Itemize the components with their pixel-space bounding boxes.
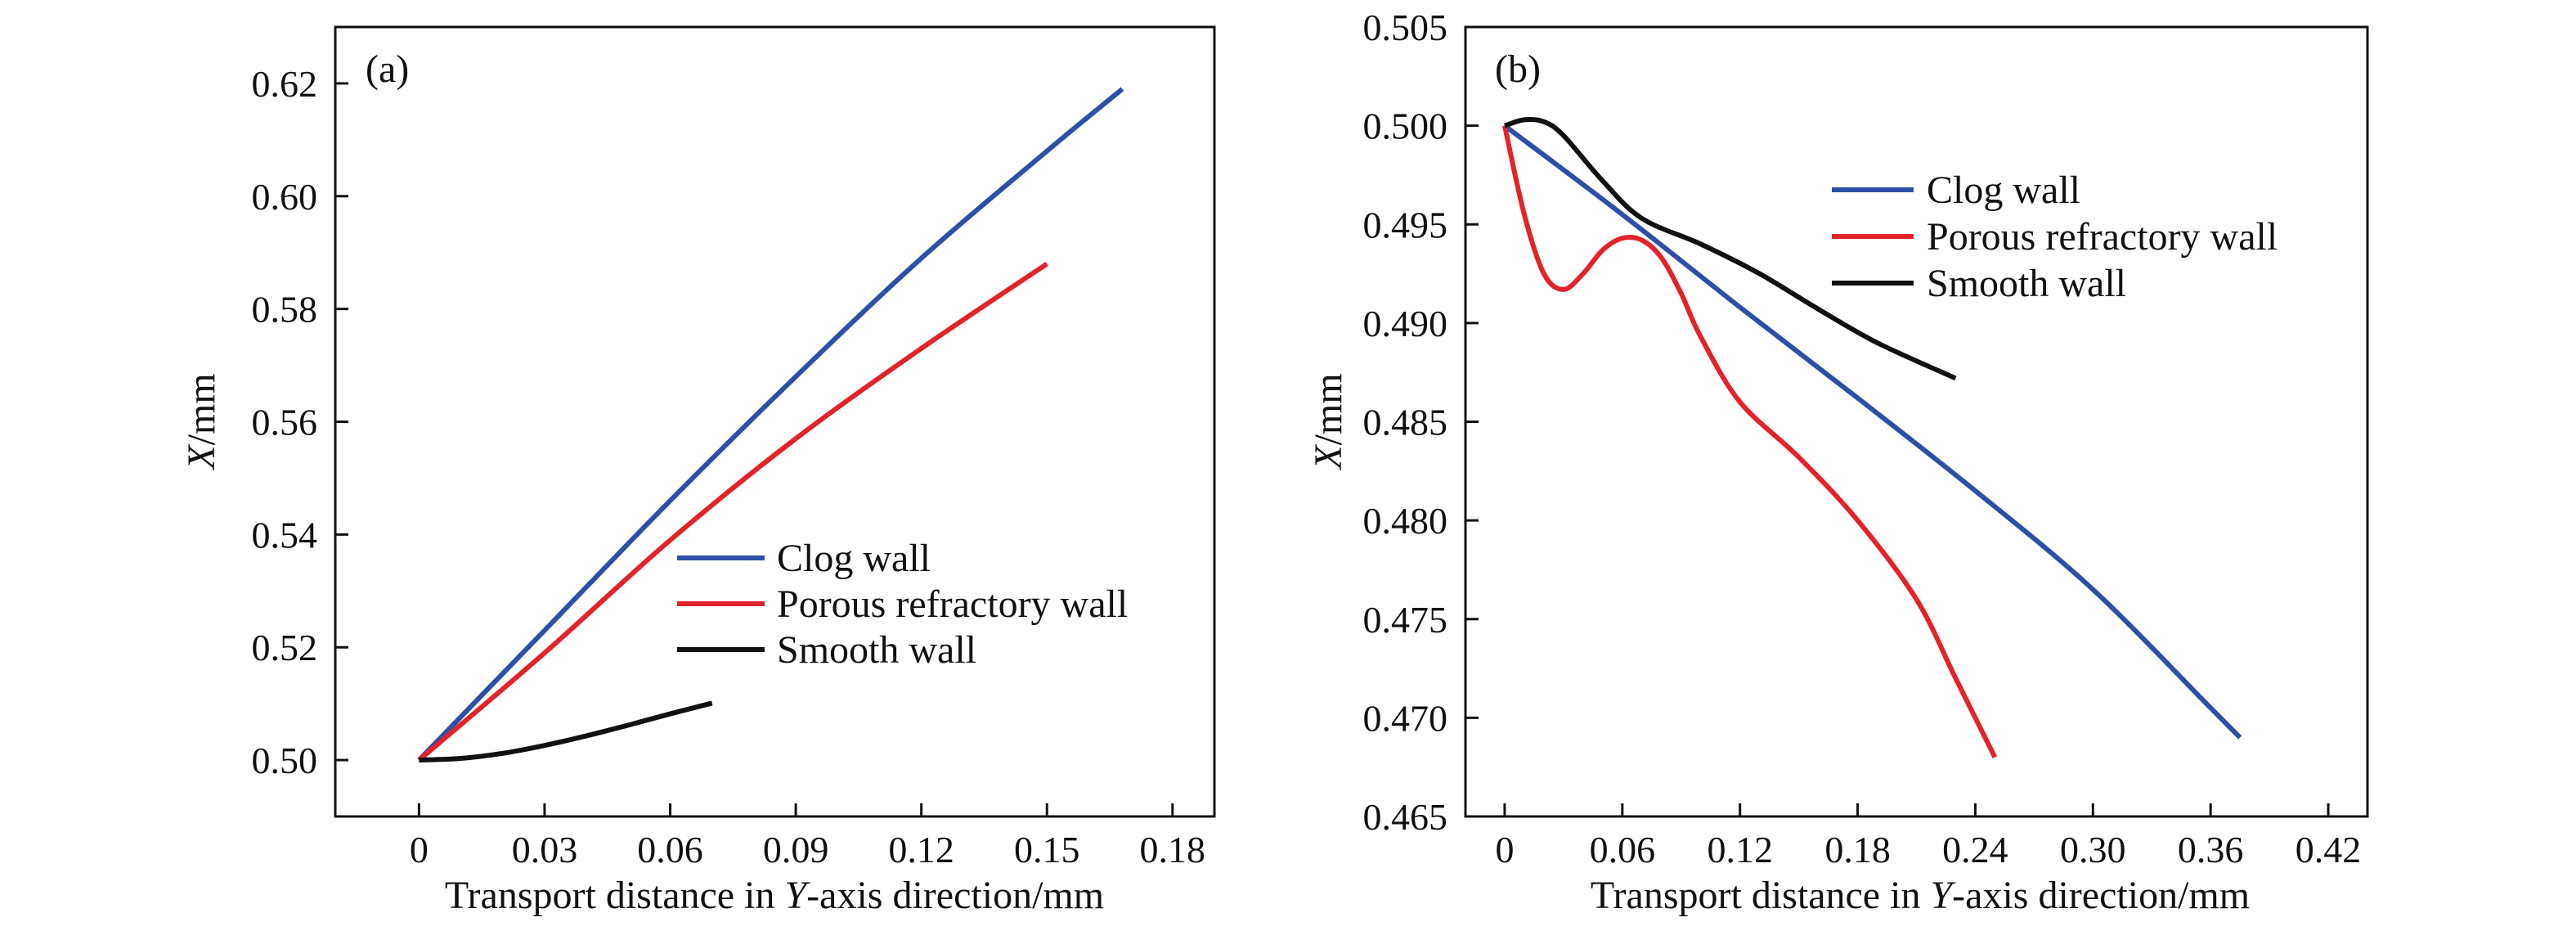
y-tick-label: 0.54	[252, 514, 318, 555]
x-axis-label: Transport distance in Y-axis direction/m…	[445, 874, 1104, 917]
x-tick-label: 0.15	[1014, 829, 1080, 870]
y-axis-label-part: /mm	[1307, 373, 1350, 445]
y-tick-label: 0.485	[1363, 402, 1448, 443]
chart-panel-a: 0 0.03 0.06 0.09 0.12 0.15 0.18 0.50 0.52 0.54 0.5…	[180, 25, 1216, 917]
series-line-porous-refractory-wall	[1502, 124, 1998, 758]
legend-entry-label: Clog wall	[1927, 169, 2080, 212]
x-tick-label: 0.42	[2296, 829, 2362, 870]
x-tick-label: 0.36	[2178, 829, 2244, 870]
plot-frame	[334, 25, 1216, 818]
x-axis-label-part: Transport distance in	[1591, 874, 1931, 917]
x-tick-label: 0.30	[2060, 829, 2126, 870]
panel-label: (a)	[366, 47, 409, 91]
y-axis-label-part: X	[1307, 444, 1350, 471]
x-axis-label-part: Y	[1930, 874, 1955, 917]
y-tick-label: 0.52	[252, 627, 318, 668]
x-tick-label: 0.03	[512, 829, 578, 870]
y-axis-label: X/mm	[1307, 373, 1350, 470]
legend-entry-label: Porous refractory wall	[777, 582, 1128, 626]
y-tick-label: 0.62	[252, 63, 318, 105]
x-axis-label-part: Y	[784, 874, 810, 917]
y-tick-label: 0.58	[252, 289, 318, 331]
y-tick-label: 0.60	[252, 176, 318, 218]
x-tick-label: 0.12	[1707, 829, 1773, 870]
x-tick-label: 0.24	[1942, 829, 2008, 870]
legend-entry-label: Smooth wall	[1927, 262, 2126, 305]
y-tick-label: 0.475	[1363, 599, 1448, 641]
y-tick-label: 0.490	[1363, 303, 1448, 344]
y-tick-label: 0.480	[1363, 500, 1448, 542]
x-tick-label: 0	[1495, 829, 1514, 870]
x-tick-label: 0.06	[1590, 829, 1656, 870]
x-tick-label: 0.06	[637, 829, 703, 870]
chart-panel-b: 0 0.06 0.12 0.18 0.24 0.30 0.36 0.42 0.465 0.470 0…	[1307, 7, 2369, 917]
y-tick-label: 0.470	[1363, 697, 1448, 739]
y-tick-label: 0.50	[252, 740, 318, 781]
x-tick-label: 0.09	[763, 829, 829, 870]
legend-entry-label: Porous refractory wall	[1927, 215, 2278, 259]
series-line-porous-refractory-wall	[417, 262, 1048, 762]
series-line-clog-wall	[1503, 124, 2242, 740]
x-tick-label: 0.12	[888, 829, 954, 870]
y-axis-label-part: /mm	[180, 373, 223, 445]
series-line-smooth-wall	[419, 700, 713, 763]
x-tick-label: 0.18	[1140, 829, 1206, 870]
series-line-smooth-wall	[1504, 116, 1957, 381]
y-tick-label: 0.465	[1363, 796, 1448, 838]
y-tick-label: 0.495	[1363, 204, 1448, 245]
series-line-clog-wall	[417, 87, 1124, 762]
y-axis-label: X/mm	[180, 373, 223, 470]
x-axis-label-part: Transport distance in	[445, 874, 785, 917]
legend-entry-label: Smooth wall	[777, 628, 976, 672]
x-axis-label-part: -axis direction/mm	[1952, 874, 2250, 917]
y-axis-label-part: X	[180, 444, 223, 471]
x-tick-label: 0	[410, 829, 429, 870]
x-axis-label-part: -axis direction/mm	[806, 874, 1104, 917]
x-tick-label: 0.18	[1824, 829, 1891, 870]
y-tick-label: 0.500	[1363, 106, 1448, 147]
legend-entry-label: Clog wall	[777, 537, 931, 580]
panel-label: (b)	[1495, 47, 1541, 91]
x-axis-label: Transport distance in Y-axis direction/m…	[1591, 874, 2250, 917]
y-tick-label: 0.505	[1363, 7, 1448, 48]
y-tick-label: 0.56	[252, 402, 318, 443]
plot-frame	[1464, 25, 2369, 818]
